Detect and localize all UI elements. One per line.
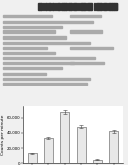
Bar (70, 31, 112, 33)
Bar (84, 3, 87, 10)
Bar (114, 3, 115, 10)
Bar (41, 3, 42, 10)
Bar (3, 26, 90, 28)
Bar (28, 153, 37, 163)
Bar (108, 3, 109, 10)
Bar (61, 3, 63, 10)
Bar (3, 72, 67, 75)
Bar (3, 47, 76, 49)
Bar (87, 3, 89, 10)
Bar (109, 131, 118, 163)
Bar (68, 3, 70, 10)
Bar (3, 57, 68, 59)
Bar (93, 160, 102, 163)
Bar (43, 3, 45, 10)
Bar (3, 31, 75, 33)
Bar (80, 3, 82, 10)
Bar (70, 15, 101, 17)
Bar (96, 3, 98, 10)
Bar (60, 112, 69, 163)
Bar (70, 62, 121, 64)
Bar (64, 3, 66, 10)
Bar (94, 3, 95, 10)
Bar (70, 47, 98, 49)
Bar (38, 3, 40, 10)
Bar (59, 3, 61, 10)
Bar (52, 3, 53, 10)
Bar (82, 3, 84, 10)
Bar (50, 3, 51, 10)
Bar (91, 3, 93, 10)
Bar (48, 3, 49, 10)
Bar (101, 3, 102, 10)
Bar (71, 3, 72, 10)
Bar (3, 15, 82, 17)
Bar (105, 3, 107, 10)
Bar (3, 78, 82, 80)
Bar (3, 42, 48, 44)
Y-axis label: Counts per minute: Counts per minute (1, 115, 5, 155)
Bar (110, 3, 112, 10)
Bar (57, 3, 58, 10)
Bar (3, 67, 54, 69)
Bar (103, 3, 104, 10)
Bar (117, 3, 118, 10)
Bar (66, 3, 68, 10)
Bar (55, 3, 57, 10)
Bar (3, 83, 87, 85)
Bar (78, 3, 80, 10)
Bar (3, 62, 77, 64)
Bar (44, 138, 53, 163)
Bar (98, 3, 99, 10)
Bar (75, 3, 77, 10)
Bar (3, 21, 45, 23)
Bar (112, 3, 115, 10)
Bar (73, 3, 74, 10)
Bar (89, 3, 91, 10)
Bar (3, 36, 55, 39)
Bar (77, 127, 86, 163)
Bar (45, 3, 46, 10)
Bar (3, 52, 91, 54)
